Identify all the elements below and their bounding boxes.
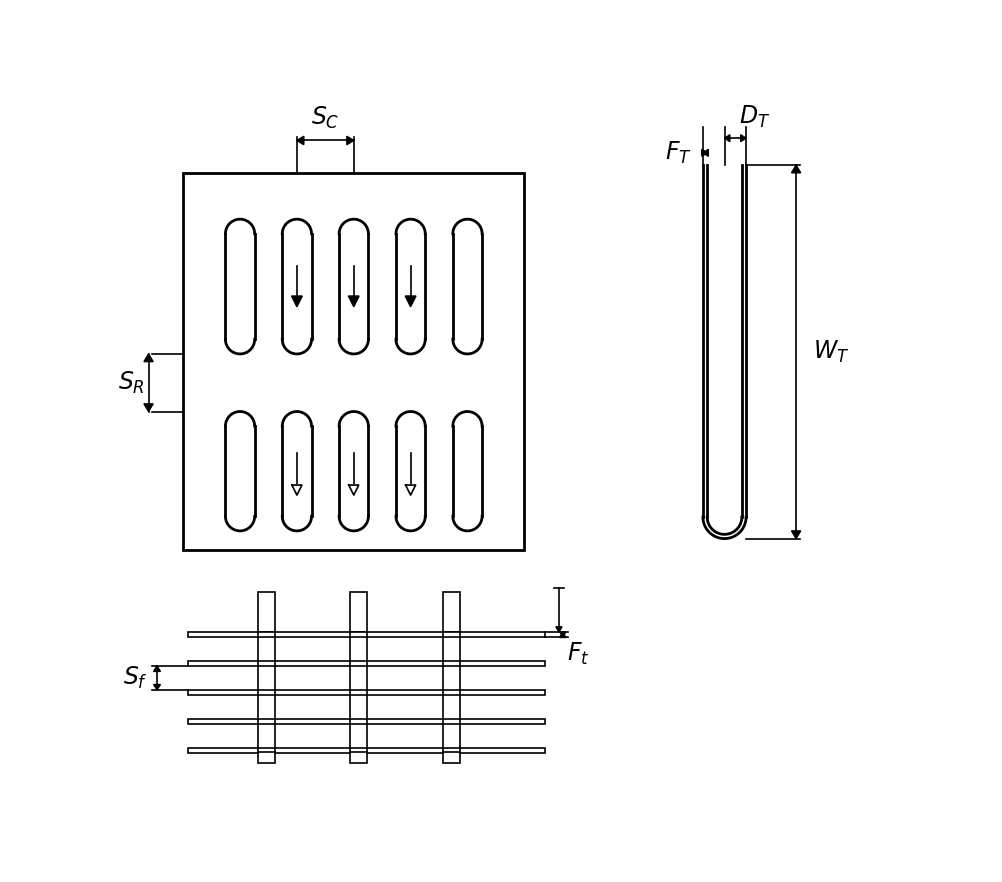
Polygon shape [406, 485, 416, 495]
Polygon shape [405, 296, 416, 307]
Polygon shape [349, 485, 359, 495]
Polygon shape [792, 531, 801, 539]
Bar [443, 592, 460, 632]
Bar [351, 592, 367, 632]
Bar [187, 690, 545, 695]
Text: $S_f$: $S_f$ [123, 665, 148, 691]
Text: $S_R$: $S_R$ [118, 370, 145, 396]
Text: $W_T$: $W_T$ [813, 339, 850, 365]
Polygon shape [703, 149, 708, 156]
Polygon shape [349, 296, 359, 307]
Polygon shape [144, 404, 153, 412]
Text: $F_t$: $F_t$ [567, 641, 589, 667]
Bar [258, 751, 275, 763]
Polygon shape [292, 485, 302, 495]
Bar [187, 748, 545, 752]
Bar [443, 751, 460, 763]
Polygon shape [701, 149, 707, 156]
Bar [187, 632, 545, 637]
Bar [187, 661, 545, 666]
Polygon shape [560, 632, 566, 638]
Polygon shape [556, 627, 562, 632]
Polygon shape [297, 136, 304, 145]
Polygon shape [292, 296, 303, 307]
Polygon shape [153, 684, 160, 690]
Polygon shape [740, 135, 746, 142]
Text: $S_C$: $S_C$ [311, 105, 340, 131]
Polygon shape [792, 165, 801, 173]
Polygon shape [144, 354, 153, 362]
Polygon shape [724, 135, 729, 142]
Polygon shape [347, 136, 354, 145]
Polygon shape [153, 666, 160, 671]
Polygon shape [560, 632, 566, 637]
Bar [187, 719, 545, 724]
Text: $F_T$: $F_T$ [665, 139, 691, 166]
Bar [258, 592, 275, 632]
Bar [183, 173, 524, 550]
Text: $D_T$: $D_T$ [738, 104, 771, 131]
Bar [351, 751, 367, 763]
